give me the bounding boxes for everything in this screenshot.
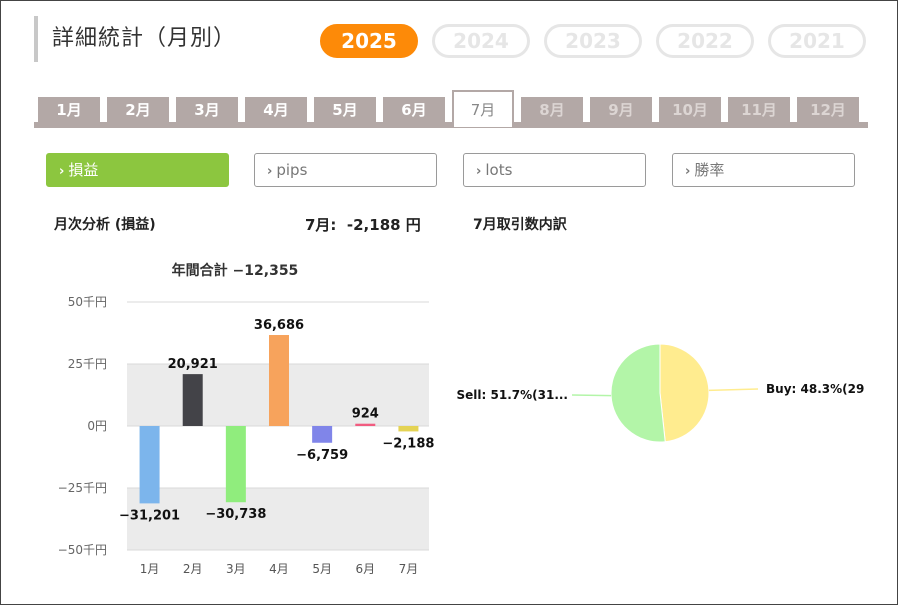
trade-breakdown-pie-chart: Buy: 48.3%(29 Sell: 51.7%(31... <box>457 343 864 443</box>
month-tabs-baseline <box>34 122 868 128</box>
metric-button-win-rate[interactable]: › 勝率 <box>672 153 855 187</box>
year-button-2021[interactable]: 2021 <box>768 24 866 58</box>
y-tick-label: 50千円 <box>68 295 107 309</box>
monthly-pl-bar-chart: 50千円 25千円 0円 −25千円 −50千円 年間合計 −12,355 −31,201 1… <box>58 262 435 576</box>
tab-month-2[interactable]: 2月 <box>107 97 169 122</box>
x-tick-label: 7月 <box>399 562 419 576</box>
metric-label: pips <box>276 161 308 179</box>
metric-label: 損益 <box>68 161 99 179</box>
trade-breakdown-label: 7月取引数内訳 <box>473 217 567 233</box>
tab-month-12[interactable]: 12月 <box>797 97 859 122</box>
month-value-summary: 7月: -2,188 円 <box>305 214 421 235</box>
pie-slice[interactable] <box>610 343 666 443</box>
x-tick-label: 4月 <box>269 562 289 576</box>
metric-label: 勝率 <box>694 161 725 179</box>
x-tick-label: 3月 <box>226 562 246 576</box>
x-tick-label: 6月 <box>355 562 375 576</box>
tab-month-4[interactable]: 4月 <box>245 97 307 122</box>
pie-slice[interactable] <box>659 343 710 443</box>
bar[interactable] <box>269 335 289 426</box>
month-value-label: 7月: <box>305 216 337 234</box>
tab-month-5[interactable]: 5月 <box>314 97 376 122</box>
x-tick-label: 5月 <box>312 562 332 576</box>
month-value-unit: 円 <box>405 216 421 234</box>
chevron-right-icon: › <box>59 164 65 179</box>
chevron-right-icon: › <box>267 164 273 179</box>
month-value: -2,188 <box>346 216 401 234</box>
chevron-right-icon: › <box>476 164 482 179</box>
bar[interactable] <box>139 426 160 504</box>
metric-button-pips[interactable]: › pips <box>254 153 437 187</box>
y-tick-label: 25千円 <box>68 357 107 371</box>
metric-button-profit-loss[interactable]: › 損益 <box>46 153 229 187</box>
x-tick-label: 2月 <box>183 562 203 576</box>
tab-month-3[interactable]: 3月 <box>176 97 238 122</box>
metric-button-lots[interactable]: › lots <box>463 153 646 187</box>
tab-month-1[interactable]: 1月 <box>38 97 100 122</box>
bar[interactable] <box>355 423 376 426</box>
monthly-analysis-label: 月次分析 (損益) <box>54 217 156 233</box>
data-label: −6,759 <box>296 448 348 463</box>
pie-connector <box>571 394 612 397</box>
metric-label: lots <box>485 161 513 179</box>
data-label: 20,921 <box>168 357 218 372</box>
data-label: 36,686 <box>254 318 304 333</box>
y-tick-label: 0円 <box>87 419 107 433</box>
bar[interactable] <box>182 374 203 426</box>
y-tick-label: −50千円 <box>58 543 107 557</box>
year-button-2023[interactable]: 2023 <box>544 24 642 58</box>
chart-title: 年間合計 −12,355 <box>172 262 299 279</box>
bar[interactable] <box>398 426 419 432</box>
data-label: −2,188 <box>382 436 434 451</box>
bar[interactable] <box>225 426 246 503</box>
x-tick-label: 1月 <box>140 562 160 576</box>
year-button-2022[interactable]: 2022 <box>656 24 754 58</box>
page-title: 詳細統計（月別） <box>34 16 236 62</box>
tab-month-11[interactable]: 11月 <box>728 97 790 122</box>
data-label: −31,201 <box>119 508 180 523</box>
bar[interactable] <box>312 426 333 443</box>
month-tabs: 1月 2月 3月 4月 5月 6月 7月 8月 9月 10月 11月 12月 <box>34 90 868 127</box>
pie-label: Sell: 51.7%(31... <box>457 388 568 402</box>
year-button-2025[interactable]: 2025 <box>320 24 418 58</box>
year-button-2024[interactable]: 2024 <box>432 24 530 58</box>
tab-month-7[interactable]: 7月 <box>452 90 514 127</box>
data-label: −30,738 <box>205 507 266 522</box>
plot-band <box>127 488 429 550</box>
pie-label: Buy: 48.3%(29 <box>766 382 864 396</box>
chevron-right-icon: › <box>685 164 691 179</box>
data-label: 924 <box>352 407 379 422</box>
tab-month-10[interactable]: 10月 <box>659 97 721 122</box>
y-tick-label: −25千円 <box>58 481 107 495</box>
tab-month-6[interactable]: 6月 <box>383 97 445 122</box>
tab-month-8[interactable]: 8月 <box>521 97 583 122</box>
pie-connector <box>708 388 759 392</box>
tab-month-9[interactable]: 9月 <box>590 97 652 122</box>
